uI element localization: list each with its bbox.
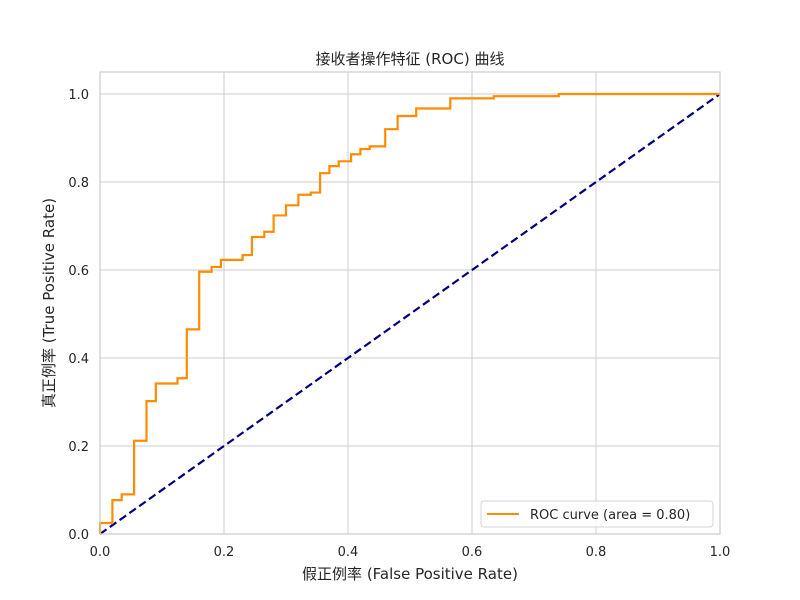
legend-label-roc: ROC curve (area = 0.80) [530, 508, 690, 523]
legend: ROC curve (area = 0.80) [480, 500, 714, 528]
x-tick-label: 0.2 [214, 545, 235, 560]
x-tick-label: 1.0 [710, 545, 731, 560]
y-tick-label: 0.0 [68, 528, 89, 543]
x-tick-label: 0.4 [338, 545, 359, 560]
legend-box [480, 500, 714, 528]
plot-frame [99, 71, 721, 535]
y-tick-label: 1.0 [68, 88, 89, 103]
series-group [98, 92, 721, 535]
x-axis-label: 假正例率 (False Positive Rate) [302, 565, 518, 583]
roc-curve-line [98, 92, 720, 534]
x-tick-label: 0.6 [462, 545, 483, 560]
y-tick-label: 0.8 [68, 176, 89, 191]
y-tick-label: 0.4 [68, 352, 89, 367]
x-tick-label: 0.8 [586, 545, 607, 560]
random-guess-diagonal-line [99, 93, 721, 535]
plot-area [100, 72, 720, 534]
y-tick-label: 0.2 [68, 440, 89, 455]
x-tick-label: 0.0 [90, 545, 111, 560]
x-tick-labels: 0.0 0.2 0.4 0.6 0.8 1.0 [90, 545, 731, 560]
y-tick-labels: 0.0 0.2 0.4 0.6 0.8 1.0 [68, 88, 89, 543]
chart-title: 接收者操作特征 (ROC) 曲线 [316, 50, 505, 68]
y-tick-label: 0.6 [68, 264, 89, 279]
grid [99, 72, 721, 535]
y-axis-label: 真正例率 (True Positive Rate) [40, 198, 58, 408]
